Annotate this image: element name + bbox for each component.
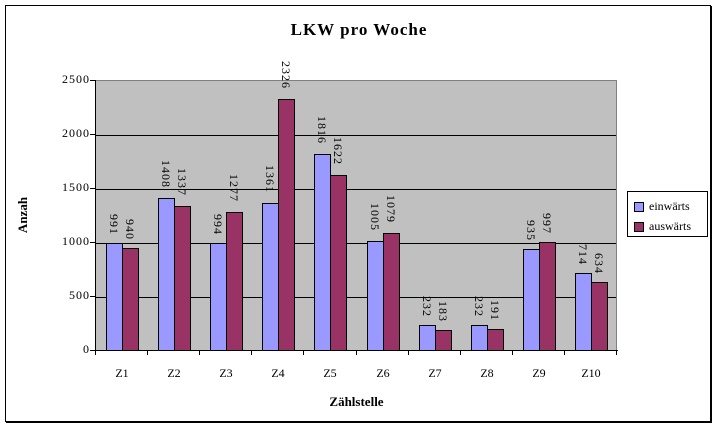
data-label: 994 [211,214,225,235]
legend-swatch [634,201,644,212]
data-label: 1005 [368,203,382,231]
x-axis-title: Zählstelle [329,394,384,409]
y-axis [95,80,96,351]
y-tick-label: 0 [83,342,90,356]
x-tick-label: Z4 [271,366,285,380]
chart-title: LKW pro Woche [290,20,428,39]
data-label: 940 [123,219,137,240]
x-tick [564,350,565,355]
data-label: 714 [576,244,590,265]
data-label: 1277 [227,174,241,202]
x-tick-label: Z1 [115,366,129,380]
x-tick [303,350,304,355]
x-tick-label: Z6 [376,366,390,380]
bar-auswaerts [278,99,295,351]
bar-einwaerts [314,154,331,351]
x-tick [251,350,252,355]
gridline [96,297,616,298]
data-label: 2326 [279,61,293,89]
x-tick [616,350,617,355]
x-tick-label: Z10 [581,366,601,380]
x-tick [356,350,357,355]
bar-einwaerts [210,243,227,351]
data-label: 232 [420,296,434,317]
bar-auswaerts [226,212,243,351]
data-label: 232 [472,296,486,317]
bar-auswaerts [435,330,452,351]
bar-auswaerts [174,206,191,351]
bar-auswaerts [383,233,400,351]
y-tick [90,134,96,135]
y-tick-label: 2000 [62,126,90,140]
chart-frame [5,5,711,422]
legend-item-auswaerts: auswärts [634,219,691,234]
bar-auswaerts [591,282,608,351]
x-tick [512,350,513,355]
data-label: 935 [524,220,538,241]
x-tick [408,350,409,355]
bar-einwaerts [471,325,488,351]
bar-auswaerts [330,175,347,351]
x-tick [460,350,461,355]
y-tick [90,80,96,81]
gridline [96,243,616,244]
bar-auswaerts [122,248,139,351]
data-label: 997 [540,213,554,234]
bar-einwaerts [419,325,436,351]
x-tick-label: Z3 [219,366,233,380]
y-tick [90,242,96,243]
bar-auswaerts [539,242,556,351]
data-label: 1408 [159,160,173,188]
data-label: 183 [436,301,450,322]
y-tick-label: 500 [69,288,90,302]
bar-auswaerts [487,329,504,351]
bar-einwaerts [262,203,279,351]
y-tick-label: 2500 [62,72,90,86]
x-tick-label: Z9 [532,366,546,380]
legend-label: einwärts [649,199,690,213]
y-tick [90,350,96,351]
bar-einwaerts [575,273,592,351]
data-label: 191 [488,300,502,321]
y-axis-title: Anzah [15,196,30,234]
data-label: 1079 [384,195,398,223]
legend-item-einwaerts: einwärts [634,199,690,214]
legend-swatch [634,221,644,232]
y-tick [90,296,96,297]
gridline [96,189,616,190]
legend-label: auswärts [649,219,691,233]
data-label: 634 [592,253,606,274]
bar-einwaerts [158,198,175,351]
data-label: 1337 [175,168,189,196]
data-label: 1816 [315,116,329,144]
gridline [96,135,616,136]
y-tick-label: 1000 [62,234,90,248]
legend: einwärts auswärts [627,191,708,237]
x-tick [199,350,200,355]
bar-einwaerts [106,243,123,351]
x-tick [95,350,96,355]
y-tick-label: 1500 [62,180,90,194]
x-tick-label: Z5 [323,366,337,380]
data-label: 991 [107,214,121,235]
x-tick-label: Z2 [167,366,181,380]
y-tick [90,188,96,189]
x-tick-label: Z8 [480,366,494,380]
data-label: 1622 [331,137,345,165]
bar-einwaerts [523,249,540,351]
data-label: 1361 [263,165,277,193]
bar-einwaerts [367,241,384,351]
x-tick [147,350,148,355]
x-tick-label: Z7 [428,366,442,380]
